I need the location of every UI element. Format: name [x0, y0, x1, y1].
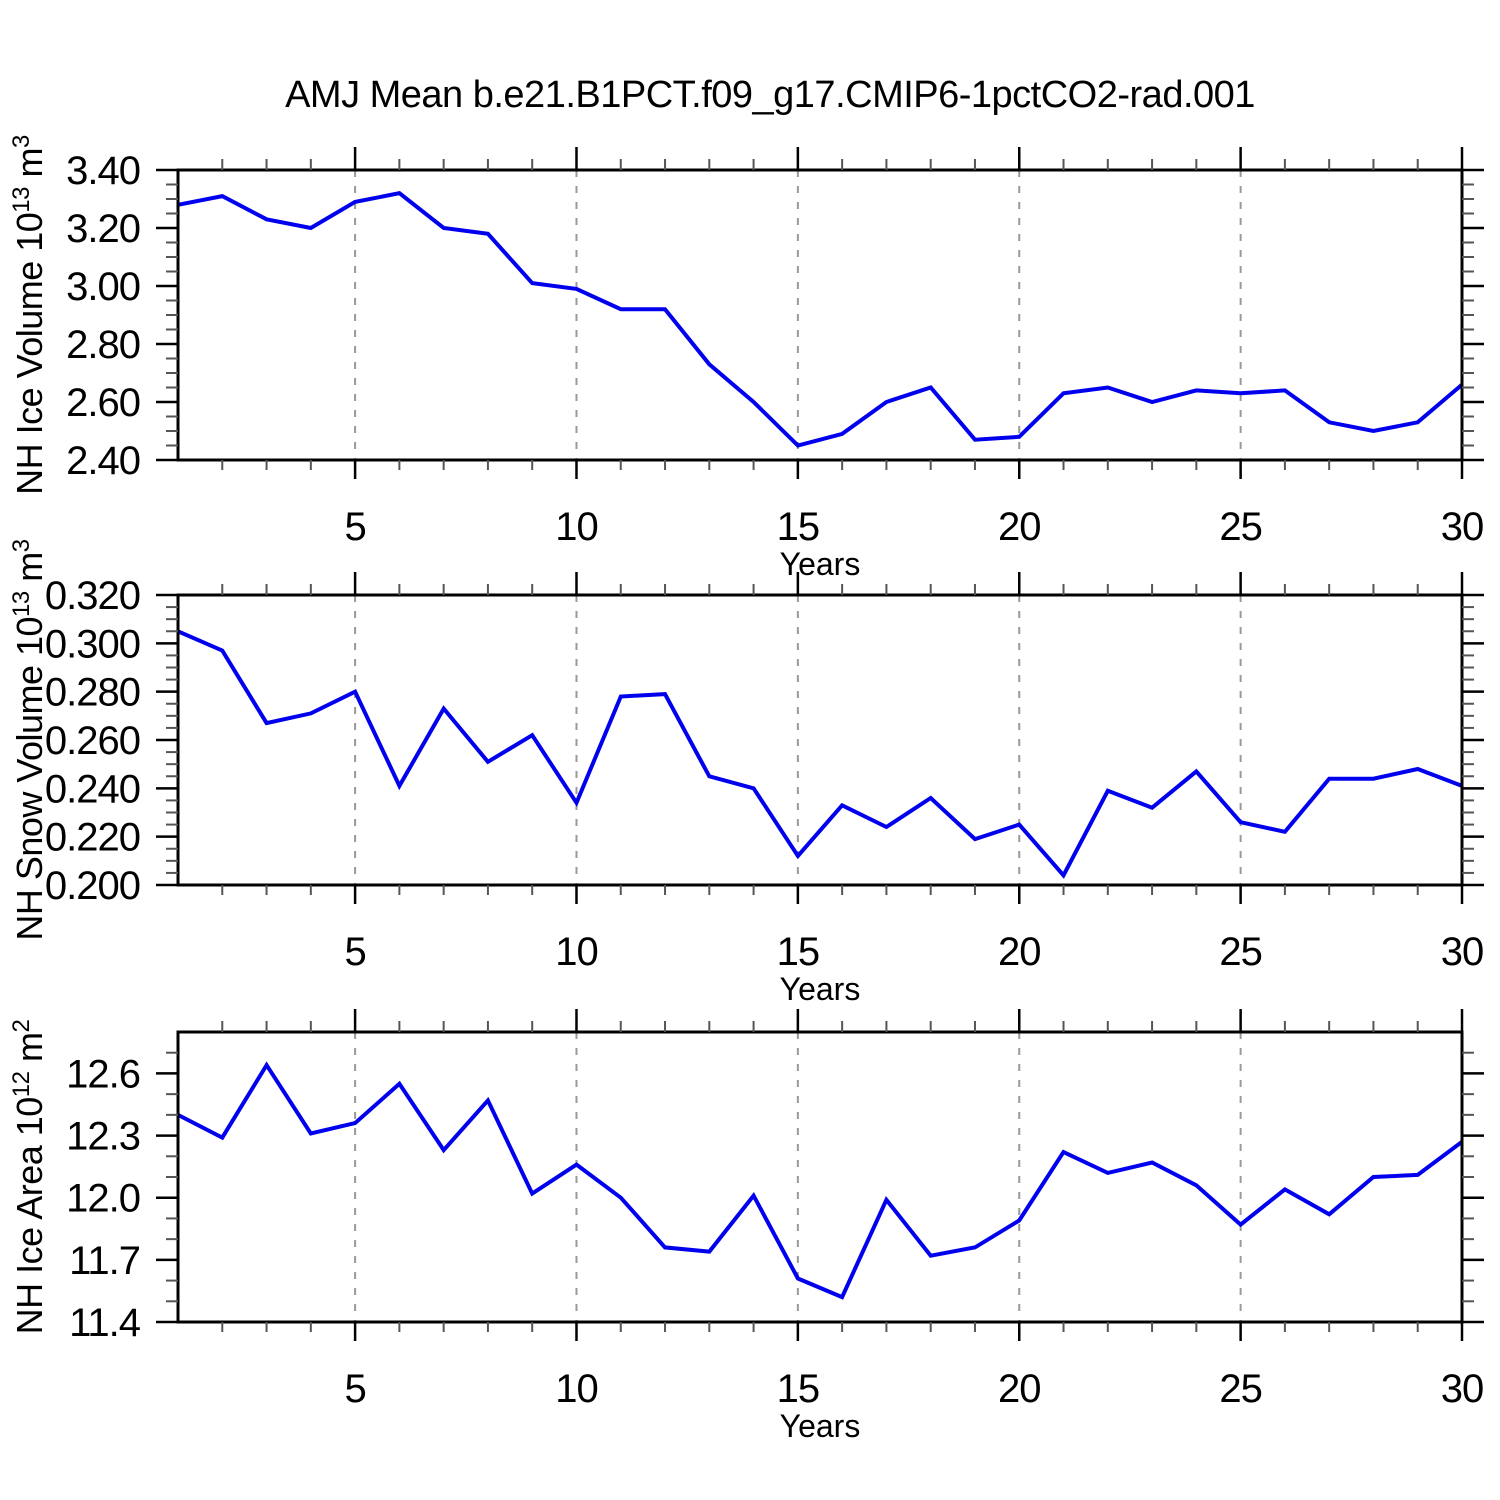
x-tick-label: 20 [998, 505, 1041, 549]
y-axis-title-exponent: 12 [7, 1071, 35, 1098]
y-tick-label: 0.300 [45, 622, 140, 666]
x-axis-title-panel2: Years [779, 971, 861, 1007]
y-tick-label: 0.320 [45, 574, 140, 618]
y-axis-title-exponent: 13 [7, 591, 35, 617]
x-tick-label: 25 [1219, 930, 1262, 974]
x-tick-label: 5 [344, 505, 365, 549]
x-tick-label: 15 [777, 1367, 820, 1411]
y-axis-title-ice-area: NH Ice Area 1012 m2 [7, 827, 55, 1500]
x-tick-label: 5 [344, 930, 365, 974]
y-tick-label: 0.280 [45, 671, 140, 715]
x-tick-label: 25 [1219, 1367, 1262, 1411]
x-tick-label: 10 [555, 930, 598, 974]
axis-frame [176, 593, 1464, 887]
y-tick-label: 11.7 [69, 1239, 140, 1283]
y-tick-label: 2.80 [66, 323, 140, 367]
y-axis-title-text: NH Ice Area 10 [9, 1097, 50, 1335]
y-tick-label: 11.4 [69, 1301, 141, 1345]
data-line [177, 191, 1464, 448]
y-axis-title-unit: m [9, 148, 50, 187]
y-tick-label: 12.0 [66, 1177, 140, 1221]
figure-title: AMJ Mean b.e21.B1PCT.f09_g17.CMIP6-1pctC… [285, 74, 1255, 116]
x-tick-label: 20 [998, 930, 1041, 974]
y-axis-title-unit-exponent: 2 [7, 1019, 35, 1033]
x-tick-label: 10 [555, 1367, 598, 1411]
y-tick-label: 0.260 [45, 719, 140, 763]
y-tick-label: 0.200 [45, 864, 140, 908]
x-tick-label: 30 [1441, 1367, 1484, 1411]
x-tick-label: 20 [998, 1367, 1041, 1411]
data-line [177, 629, 1463, 879]
x-tick-label: 15 [777, 930, 820, 974]
x-tick-label: 10 [555, 505, 598, 549]
y-tick-label: 12.6 [66, 1052, 140, 1096]
y-tick-label: 3.40 [66, 149, 140, 193]
data-line [177, 1061, 1464, 1300]
y-tick-label: 2.40 [66, 439, 140, 483]
x-axis-title-panel1: Years [779, 546, 861, 582]
axis-frame [176, 168, 1464, 462]
x-tick-label: 25 [1219, 505, 1262, 549]
y-axis-title-unit: m [9, 1032, 50, 1072]
y-axis-title-unit-exponent: 3 [7, 539, 35, 553]
x-tick-label: 15 [777, 505, 820, 549]
y-tick-label: 3.00 [66, 265, 140, 309]
x-tick-label: 30 [1441, 505, 1484, 549]
y-axis-title-unit: m [9, 552, 50, 592]
y-tick-label: 12.3 [66, 1115, 140, 1159]
x-tick-label: 5 [344, 1367, 365, 1411]
x-axis-title-panel3: Years [779, 1408, 861, 1444]
y-axis-title-unit-exponent: 3 [7, 135, 35, 148]
y-tick-label: 0.240 [45, 767, 140, 811]
y-tick-label: 2.60 [66, 381, 140, 425]
axis-frame [176, 1030, 1464, 1324]
y-tick-label: 3.20 [66, 207, 140, 251]
x-tick-label: 30 [1441, 930, 1484, 974]
y-tick-label: 0.220 [45, 816, 140, 860]
y-axis-title-exponent: 13 [7, 187, 35, 213]
